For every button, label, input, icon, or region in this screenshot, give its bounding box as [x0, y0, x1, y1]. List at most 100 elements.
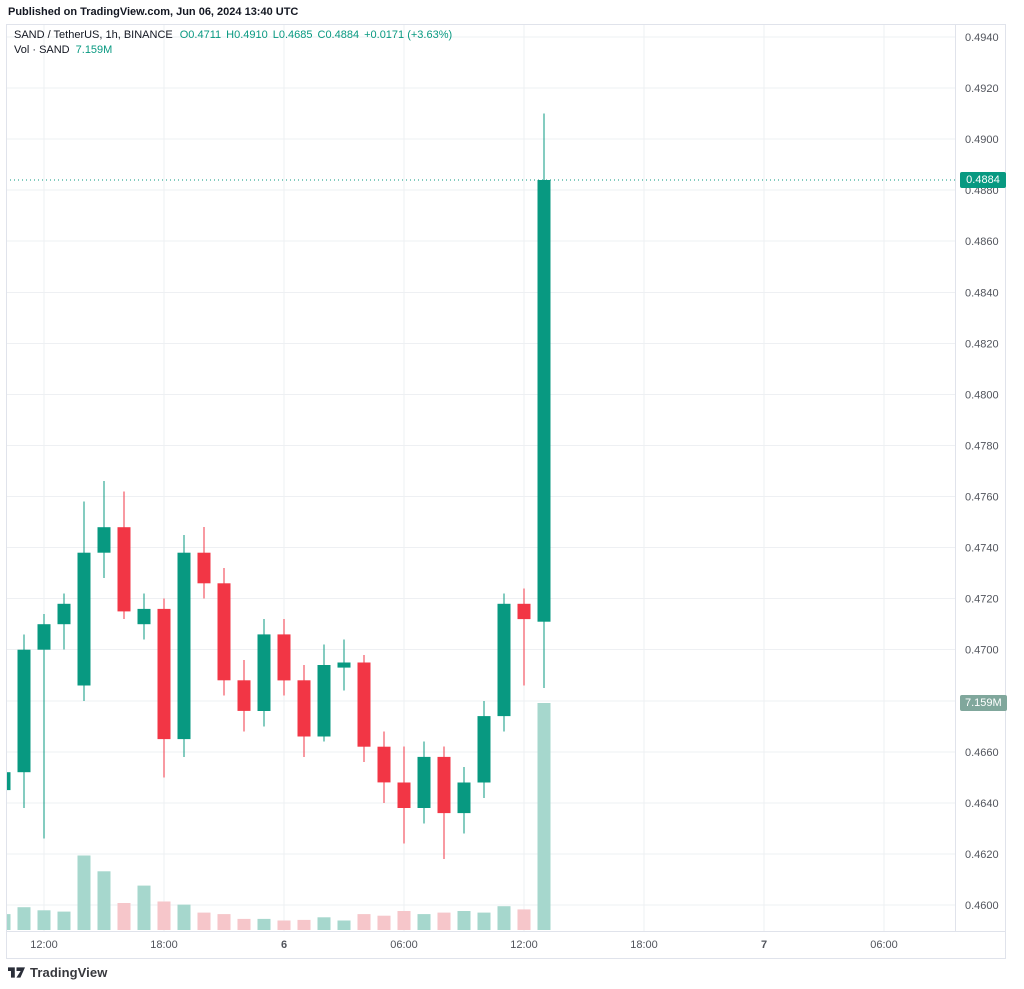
price-tick-label: 0.4860 — [965, 236, 999, 248]
candle-body — [317, 665, 331, 737]
candle-body — [157, 608, 171, 740]
price-tick-label: 0.4740 — [965, 543, 999, 555]
chart-border — [6, 24, 1006, 959]
last-price-badge: 0.4884 — [960, 171, 1006, 188]
price-tick-label: 0.4940 — [965, 32, 999, 44]
candles-layer — [6, 113, 551, 859]
candle-body — [6, 772, 11, 791]
volume-bar — [117, 903, 131, 930]
price-tick-label: 0.4900 — [965, 134, 999, 146]
candle-body — [57, 603, 71, 625]
candle-body — [257, 634, 271, 711]
tradingview-brand: TradingView — [30, 965, 108, 980]
time-tick-label: 06:00 — [390, 939, 418, 951]
chart-legend: SAND / TetherUS, 1h, BINANCE O0.4711 H0.49… — [14, 28, 457, 58]
candle-body — [177, 552, 191, 740]
volume-bar — [37, 910, 51, 930]
volume-bar — [57, 911, 71, 930]
volume-bar — [17, 907, 31, 930]
price-tick-label: 0.4600 — [965, 900, 999, 912]
price-tick-label: 0.4920 — [965, 83, 999, 95]
volume-bar — [477, 912, 491, 930]
ohlc-low: L0.4685 — [272, 29, 313, 41]
candle-body — [37, 624, 51, 650]
volume-bar — [6, 914, 11, 930]
volume-bar — [277, 920, 291, 930]
candle-body — [297, 680, 311, 737]
candle-body — [237, 680, 251, 711]
candle-body — [337, 662, 351, 668]
candle-body — [517, 603, 531, 620]
volume-bar — [517, 909, 531, 930]
price-change: +0.0171 (+3.63%) — [364, 29, 453, 41]
volume-bar — [317, 917, 331, 930]
candle-body — [77, 552, 91, 686]
price-tick-label: 0.4840 — [965, 287, 999, 299]
time-tick-label: 06:00 — [870, 939, 898, 951]
volume-bar — [377, 915, 391, 930]
ohlc-open: O0.4711 — [179, 29, 222, 41]
ohlc-high: H0.4910 — [226, 29, 268, 41]
price-tick-label: 0.4800 — [965, 389, 999, 401]
volume-bar — [297, 919, 311, 930]
candle-body — [537, 180, 551, 622]
candle-body — [97, 527, 111, 553]
price-tick-label: 0.4660 — [965, 747, 999, 759]
ohlc-close: C0.4884 — [317, 29, 360, 41]
volume-bar — [337, 920, 351, 930]
price-tick-label: 0.4720 — [965, 594, 999, 606]
candle-body — [397, 782, 411, 808]
volume-bar — [177, 904, 191, 930]
price-tick-label: 0.4880 — [965, 185, 999, 197]
price-tick-label: 0.4780 — [965, 441, 999, 453]
volume-bar — [457, 911, 471, 930]
candle-body — [417, 756, 431, 808]
candle-body — [437, 756, 451, 814]
volume-bar — [437, 912, 451, 930]
candle-body — [197, 552, 211, 584]
footer: TradingView — [8, 965, 107, 980]
candle-body — [217, 583, 231, 681]
chart-frame: 0.4940 0.4920 0.4900 0.4880 0.4860 0.4840 0.48… — [6, 24, 1007, 959]
candle-body — [457, 782, 471, 814]
candle-body — [137, 608, 151, 625]
price-tick-label: 0.4760 — [965, 492, 999, 504]
volume-bar — [217, 914, 231, 930]
time-tick-label: 12:00 — [510, 939, 538, 951]
volume-bar — [497, 906, 511, 930]
volume-series-value: 7.159M — [75, 44, 113, 56]
published-caption: Published on TradingView.com, Jun 06, 20… — [8, 6, 299, 18]
volume-bar — [197, 912, 211, 930]
price-chart[interactable]: 0.4940 0.4920 0.4900 0.4880 0.4860 0.4840 0.48… — [6, 24, 1006, 959]
volume-bar — [237, 918, 251, 930]
price-tick-label: 0.4820 — [965, 338, 999, 350]
volume-bar — [537, 703, 551, 930]
volume-bar — [397, 911, 411, 930]
volume-badge: 7.159M — [960, 695, 1007, 711]
candle-body — [477, 716, 491, 783]
candle-body — [277, 634, 291, 681]
volume-bar — [77, 855, 91, 930]
symbol-title: SAND / TetherUS, 1h, BINANCE — [14, 29, 173, 41]
candle-body — [497, 603, 511, 717]
time-tick-label: 18:00 — [150, 939, 178, 951]
legend-volume-row: Vol · SAND 7.159M — [14, 43, 457, 58]
candle-body — [357, 662, 371, 747]
volume-bar — [417, 914, 431, 930]
time-tick-label: 6 — [281, 939, 287, 951]
volume-bar — [137, 885, 151, 930]
volume-bar — [257, 918, 271, 930]
volume-series-label: Vol · SAND — [14, 44, 70, 56]
candle-body — [17, 649, 31, 773]
price-tick-label: 0.4700 — [965, 645, 999, 657]
time-tick-label: 18:00 — [630, 939, 658, 951]
volume-bar — [357, 914, 371, 930]
price-tick-label: 0.4640 — [965, 798, 999, 810]
tradingview-logo-icon — [8, 966, 25, 979]
volume-bar — [157, 901, 171, 930]
candle-body — [377, 746, 391, 783]
candle-body — [117, 527, 131, 612]
volume-layer — [6, 703, 551, 930]
time-tick-label: 7 — [761, 939, 767, 951]
